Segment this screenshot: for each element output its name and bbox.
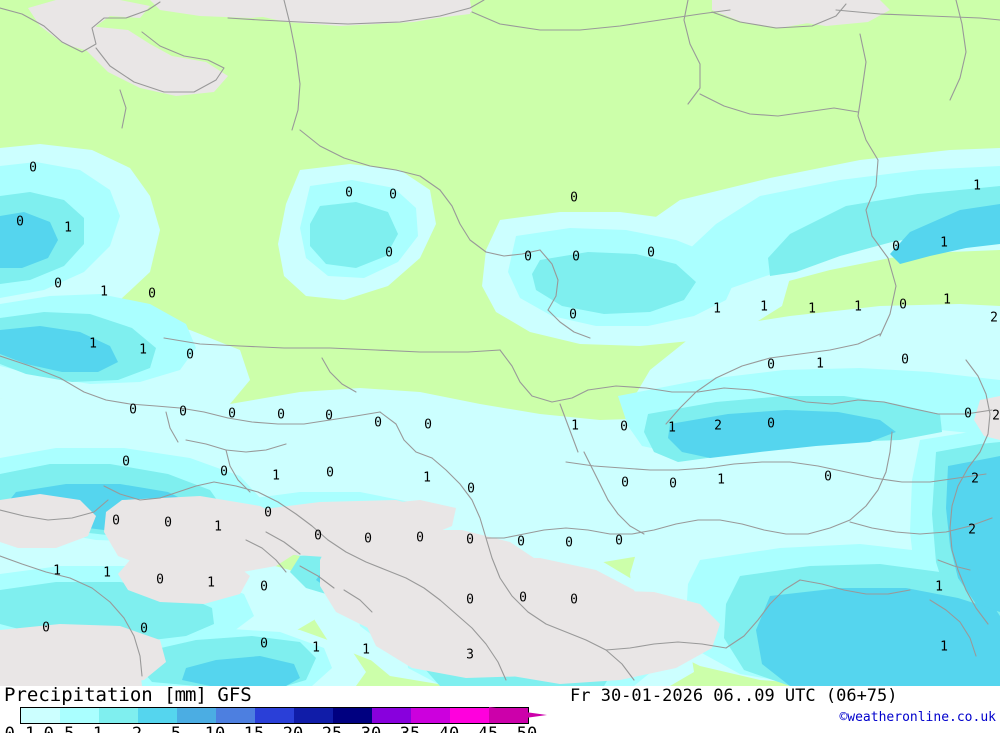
legend-swatch-15[interactable]: [255, 708, 294, 723]
map-footer: Precipitation [mm] GFS Fr 30-01-2026 06.…: [0, 684, 1000, 733]
legend-tick-30: 30: [361, 724, 381, 733]
legend-swatch-0.1[interactable]: [21, 708, 60, 723]
legend-tick-45: 45: [478, 724, 498, 733]
legend-tick-15: 15: [244, 724, 264, 733]
legend-tick-35: 35: [400, 724, 420, 733]
legend-tick-25: 25: [322, 724, 342, 733]
map-borders: [0, 0, 1000, 681]
legend-swatch-2[interactable]: [138, 708, 177, 723]
legend-tick-1: 1: [93, 724, 103, 733]
legend-tick-2: 2: [132, 724, 142, 733]
legend-title-model: GFS: [217, 684, 252, 706]
legend-title: Precipitation [mm] GFS: [4, 684, 252, 706]
legend-swatch-25[interactable]: [333, 708, 372, 723]
color-scale-bar[interactable]: [20, 707, 529, 724]
legend-swatch-10[interactable]: [216, 708, 255, 723]
model-run-datetime: Fr 30-01-2026 06..09 UTC (06+75): [570, 686, 898, 706]
legend-tick-10: 10: [205, 724, 225, 733]
legend-tick-5: 5: [171, 724, 181, 733]
legend-title-unit: [mm]: [164, 684, 207, 706]
legend-swatch-20[interactable]: [294, 708, 333, 723]
legend-swatch-30[interactable]: [372, 708, 411, 723]
legend-swatch-5[interactable]: [177, 708, 216, 723]
legend-swatch-0.5[interactable]: [60, 708, 99, 723]
legend-swatch-40[interactable]: [450, 708, 489, 723]
legend-swatch-1[interactable]: [99, 708, 138, 723]
color-scale-overflow-arrow: [489, 707, 547, 723]
legend-tick-20: 20: [283, 724, 303, 733]
copyright-notice: ©weatheronline.co.uk: [839, 710, 996, 725]
map-canvas: [0, 0, 1000, 686]
legend-title-variable: Precipitation: [4, 684, 153, 706]
legend-tick-40: 40: [439, 724, 459, 733]
legend-swatch-35[interactable]: [411, 708, 450, 723]
legend-tick-0.1: 0.1: [5, 724, 36, 733]
legend-tick-50: 50: [517, 724, 537, 733]
color-scale-tick-labels: 0.10.5125101520253035404550: [0, 724, 560, 733]
sea-areas: [0, 0, 1000, 686]
legend-tick-0.5: 0.5: [44, 724, 75, 733]
